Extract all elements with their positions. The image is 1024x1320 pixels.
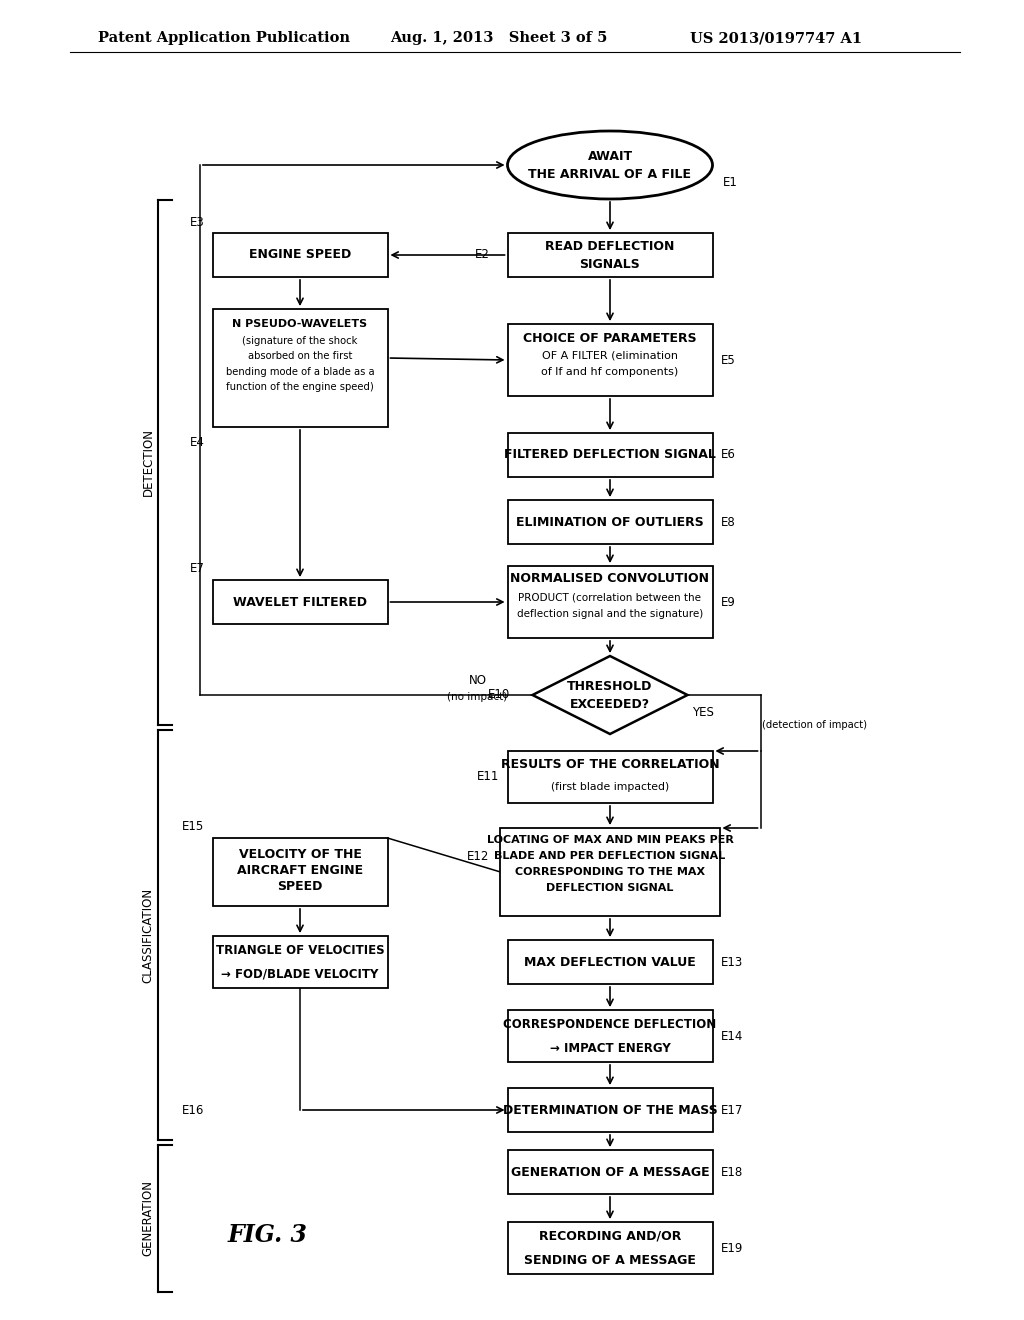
Text: E10: E10: [488, 689, 511, 701]
Text: E18: E18: [721, 1166, 742, 1179]
Text: E7: E7: [189, 561, 205, 574]
Text: E13: E13: [721, 956, 742, 969]
Text: US 2013/0197747 A1: US 2013/0197747 A1: [690, 30, 862, 45]
Text: deflection signal and the signature): deflection signal and the signature): [517, 609, 703, 619]
Bar: [508, 323, 713, 396]
Bar: [508, 1088, 713, 1133]
Text: E9: E9: [721, 595, 735, 609]
Text: ELIMINATION OF OUTLIERS: ELIMINATION OF OUTLIERS: [516, 516, 703, 528]
Text: GENERATION OF A MESSAGE: GENERATION OF A MESSAGE: [511, 1166, 710, 1179]
Text: OF A FILTER (elimination: OF A FILTER (elimination: [542, 350, 678, 360]
Text: (signature of the shock: (signature of the shock: [243, 337, 357, 346]
Bar: [508, 566, 713, 638]
Text: Patent Application Publication: Patent Application Publication: [98, 30, 350, 45]
Text: WAVELET FILTERED: WAVELET FILTERED: [233, 595, 367, 609]
Bar: [508, 751, 713, 803]
Bar: [508, 940, 713, 983]
Text: DEFLECTION SIGNAL: DEFLECTION SIGNAL: [547, 883, 674, 894]
Text: BLADE AND PER DEFLECTION SIGNAL: BLADE AND PER DEFLECTION SIGNAL: [495, 851, 726, 861]
Text: E14: E14: [721, 1030, 742, 1043]
Text: PRODUCT (correlation between the: PRODUCT (correlation between the: [518, 591, 701, 602]
Text: Aug. 1, 2013   Sheet 3 of 5: Aug. 1, 2013 Sheet 3 of 5: [390, 30, 607, 45]
Text: E1: E1: [723, 177, 738, 190]
Bar: [508, 1222, 713, 1274]
Text: (no impact): (no impact): [447, 692, 508, 702]
Bar: [508, 1010, 713, 1063]
Text: READ DEFLECTION: READ DEFLECTION: [546, 239, 675, 252]
Text: RECORDING AND/OR: RECORDING AND/OR: [539, 1229, 681, 1242]
Text: FILTERED DEFLECTION SIGNAL: FILTERED DEFLECTION SIGNAL: [504, 449, 716, 462]
Text: AIRCRAFT ENGINE: AIRCRAFT ENGINE: [237, 863, 364, 876]
Bar: [508, 500, 713, 544]
Text: LOCATING OF MAX AND MIN PEAKS PER: LOCATING OF MAX AND MIN PEAKS PER: [486, 836, 733, 845]
Text: EXCEEDED?: EXCEEDED?: [570, 697, 650, 710]
Text: DETECTION: DETECTION: [141, 429, 155, 496]
Bar: [213, 579, 387, 624]
Text: function of the engine speed): function of the engine speed): [226, 381, 374, 392]
Text: TRIANGLE OF VELOCITIES: TRIANGLE OF VELOCITIES: [216, 944, 384, 957]
Text: AWAIT: AWAIT: [588, 149, 633, 162]
Text: E12: E12: [467, 850, 489, 862]
Text: E15: E15: [182, 820, 205, 833]
Text: NORMALISED CONVOLUTION: NORMALISED CONVOLUTION: [511, 573, 710, 586]
Text: THRESHOLD: THRESHOLD: [567, 680, 652, 693]
Polygon shape: [532, 656, 687, 734]
Text: SIGNALS: SIGNALS: [580, 257, 640, 271]
Bar: [508, 234, 713, 277]
Text: CHOICE OF PARAMETERS: CHOICE OF PARAMETERS: [523, 331, 696, 345]
Text: E8: E8: [721, 516, 735, 528]
Text: E11: E11: [477, 771, 500, 784]
Text: NO: NO: [469, 675, 486, 688]
Text: (detection of impact): (detection of impact): [763, 719, 867, 730]
Text: E16: E16: [182, 1104, 205, 1117]
Text: CLASSIFICATION: CLASSIFICATION: [141, 887, 155, 982]
Bar: [213, 234, 387, 277]
Bar: [508, 433, 713, 477]
Text: → FOD/BLADE VELOCITY: → FOD/BLADE VELOCITY: [221, 968, 379, 981]
Text: YES: YES: [692, 706, 715, 719]
Bar: [213, 838, 387, 906]
Text: bending mode of a blade as a: bending mode of a blade as a: [225, 367, 375, 378]
Text: FIG. 3: FIG. 3: [228, 1224, 308, 1247]
Text: ENGINE SPEED: ENGINE SPEED: [249, 248, 351, 261]
Text: RESULTS OF THE CORRELATION: RESULTS OF THE CORRELATION: [501, 759, 719, 771]
Text: DETERMINATION OF THE MASS: DETERMINATION OF THE MASS: [503, 1104, 718, 1117]
Text: E19: E19: [721, 1242, 742, 1254]
Text: VELOCITY OF THE: VELOCITY OF THE: [239, 847, 361, 861]
Text: E5: E5: [721, 354, 735, 367]
Bar: [500, 828, 720, 916]
Text: MAX DEFLECTION VALUE: MAX DEFLECTION VALUE: [524, 956, 696, 969]
Ellipse shape: [508, 131, 713, 199]
Text: CORRESPONDENCE DEFLECTION: CORRESPONDENCE DEFLECTION: [504, 1018, 717, 1031]
Text: → IMPACT ENERGY: → IMPACT ENERGY: [550, 1041, 671, 1055]
Text: E17: E17: [721, 1104, 742, 1117]
Text: of lf and hf components): of lf and hf components): [542, 367, 679, 378]
Bar: [213, 309, 387, 426]
Text: GENERATION: GENERATION: [141, 1180, 155, 1257]
Text: CORRESPONDING TO THE MAX: CORRESPONDING TO THE MAX: [515, 867, 706, 876]
Text: E3: E3: [189, 216, 205, 230]
Bar: [508, 1150, 713, 1195]
Bar: [213, 936, 387, 987]
Text: E6: E6: [721, 449, 735, 462]
Text: SPEED: SPEED: [278, 880, 323, 894]
Text: E4: E4: [189, 437, 205, 450]
Text: (first blade impacted): (first blade impacted): [551, 781, 669, 792]
Text: THE ARRIVAL OF A FILE: THE ARRIVAL OF A FILE: [528, 168, 691, 181]
Text: absorbed on the first: absorbed on the first: [248, 351, 352, 360]
Text: E2: E2: [475, 248, 489, 261]
Text: N PSEUDO-WAVELETS: N PSEUDO-WAVELETS: [232, 319, 368, 329]
Text: SENDING OF A MESSAGE: SENDING OF A MESSAGE: [524, 1254, 696, 1266]
